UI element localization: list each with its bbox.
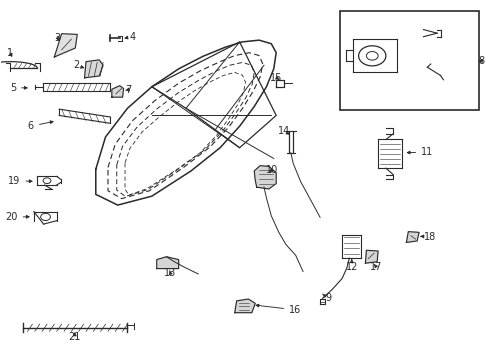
Polygon shape: [365, 250, 377, 263]
Text: 18: 18: [420, 232, 435, 242]
Text: 8: 8: [477, 56, 483, 66]
Polygon shape: [234, 299, 255, 313]
Text: 20: 20: [5, 212, 29, 222]
Text: 13: 13: [164, 268, 176, 278]
Polygon shape: [84, 60, 103, 78]
Text: 5: 5: [10, 83, 27, 93]
Polygon shape: [54, 34, 77, 57]
Polygon shape: [112, 86, 123, 97]
Polygon shape: [157, 257, 178, 269]
Text: 4: 4: [125, 32, 135, 41]
Text: 2: 2: [73, 60, 83, 70]
Text: 17: 17: [369, 262, 382, 272]
Text: 6: 6: [28, 121, 53, 131]
Text: 19: 19: [8, 176, 32, 186]
Text: 3: 3: [55, 33, 61, 43]
Text: 11: 11: [407, 147, 432, 157]
Text: 16: 16: [256, 304, 301, 315]
Text: 1: 1: [7, 48, 14, 58]
Text: 7: 7: [125, 85, 131, 95]
Text: 12: 12: [345, 259, 357, 272]
Text: 21: 21: [68, 332, 81, 342]
Polygon shape: [406, 231, 418, 242]
Text: 15: 15: [269, 73, 282, 83]
Polygon shape: [254, 166, 276, 189]
Text: 9: 9: [322, 293, 331, 303]
Text: 10: 10: [265, 165, 278, 175]
Bar: [339, 12, 478, 110]
Text: 14: 14: [278, 126, 290, 136]
